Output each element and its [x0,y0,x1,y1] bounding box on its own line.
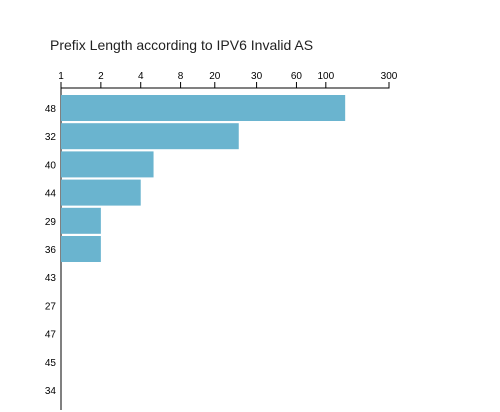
x-tick-label: 20 [209,71,221,82]
category-label: 27 [45,301,57,312]
x-tick-label: 60 [291,71,303,82]
category-label: 32 [45,132,57,143]
x-tick-label: 300 [381,71,398,82]
y-axis: 48 32 40 44 29 36 43 27 47 45 34 [45,88,62,410]
chart-title: Prefix Length according to IPV6 Invalid … [50,37,313,53]
x-axis: 1 2 4 8 20 30 60 100 300 [58,71,398,89]
bar-29 [61,207,101,234]
x-tick-label: 1 [58,71,64,82]
bar-44 [61,179,141,206]
category-label: 44 [45,189,57,200]
category-label: 29 [45,217,57,228]
category-label: 34 [45,386,57,397]
category-label: 47 [45,330,57,341]
x-tick-label: 4 [138,71,144,82]
x-tick-label: 30 [251,71,263,82]
bar-32 [61,123,239,150]
x-tick-label: 8 [178,71,184,82]
bar-40 [61,151,154,178]
category-label: 43 [45,273,57,284]
category-label: 45 [45,358,57,369]
x-tick-label: 2 [98,71,104,82]
bars [61,95,346,262]
bar-36 [61,236,101,262]
category-label: 40 [45,160,57,171]
x-axis-line [60,82,390,89]
bar-48 [61,95,346,121]
x-tick-label: 100 [317,71,334,82]
category-label: 48 [45,104,57,115]
category-label: 36 [45,245,57,256]
